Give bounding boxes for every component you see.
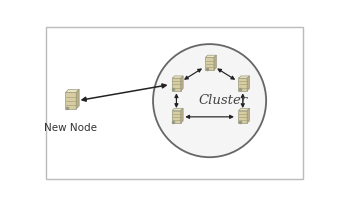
Polygon shape	[76, 89, 79, 109]
Bar	[238, 111, 247, 123]
Polygon shape	[66, 89, 79, 92]
Bar	[172, 78, 181, 91]
Bar	[205, 58, 214, 70]
Bar	[238, 78, 247, 91]
Polygon shape	[205, 55, 216, 58]
Bar	[172, 111, 181, 123]
Polygon shape	[172, 76, 183, 78]
Text: New Node: New Node	[44, 123, 97, 133]
Polygon shape	[247, 76, 250, 91]
Polygon shape	[181, 76, 183, 91]
Circle shape	[153, 44, 266, 157]
Polygon shape	[214, 55, 216, 70]
Polygon shape	[247, 108, 250, 123]
Text: Cluster: Cluster	[198, 94, 247, 107]
Polygon shape	[238, 76, 250, 78]
Polygon shape	[238, 108, 250, 111]
Bar	[66, 92, 76, 109]
Polygon shape	[181, 108, 183, 123]
Polygon shape	[172, 108, 183, 111]
